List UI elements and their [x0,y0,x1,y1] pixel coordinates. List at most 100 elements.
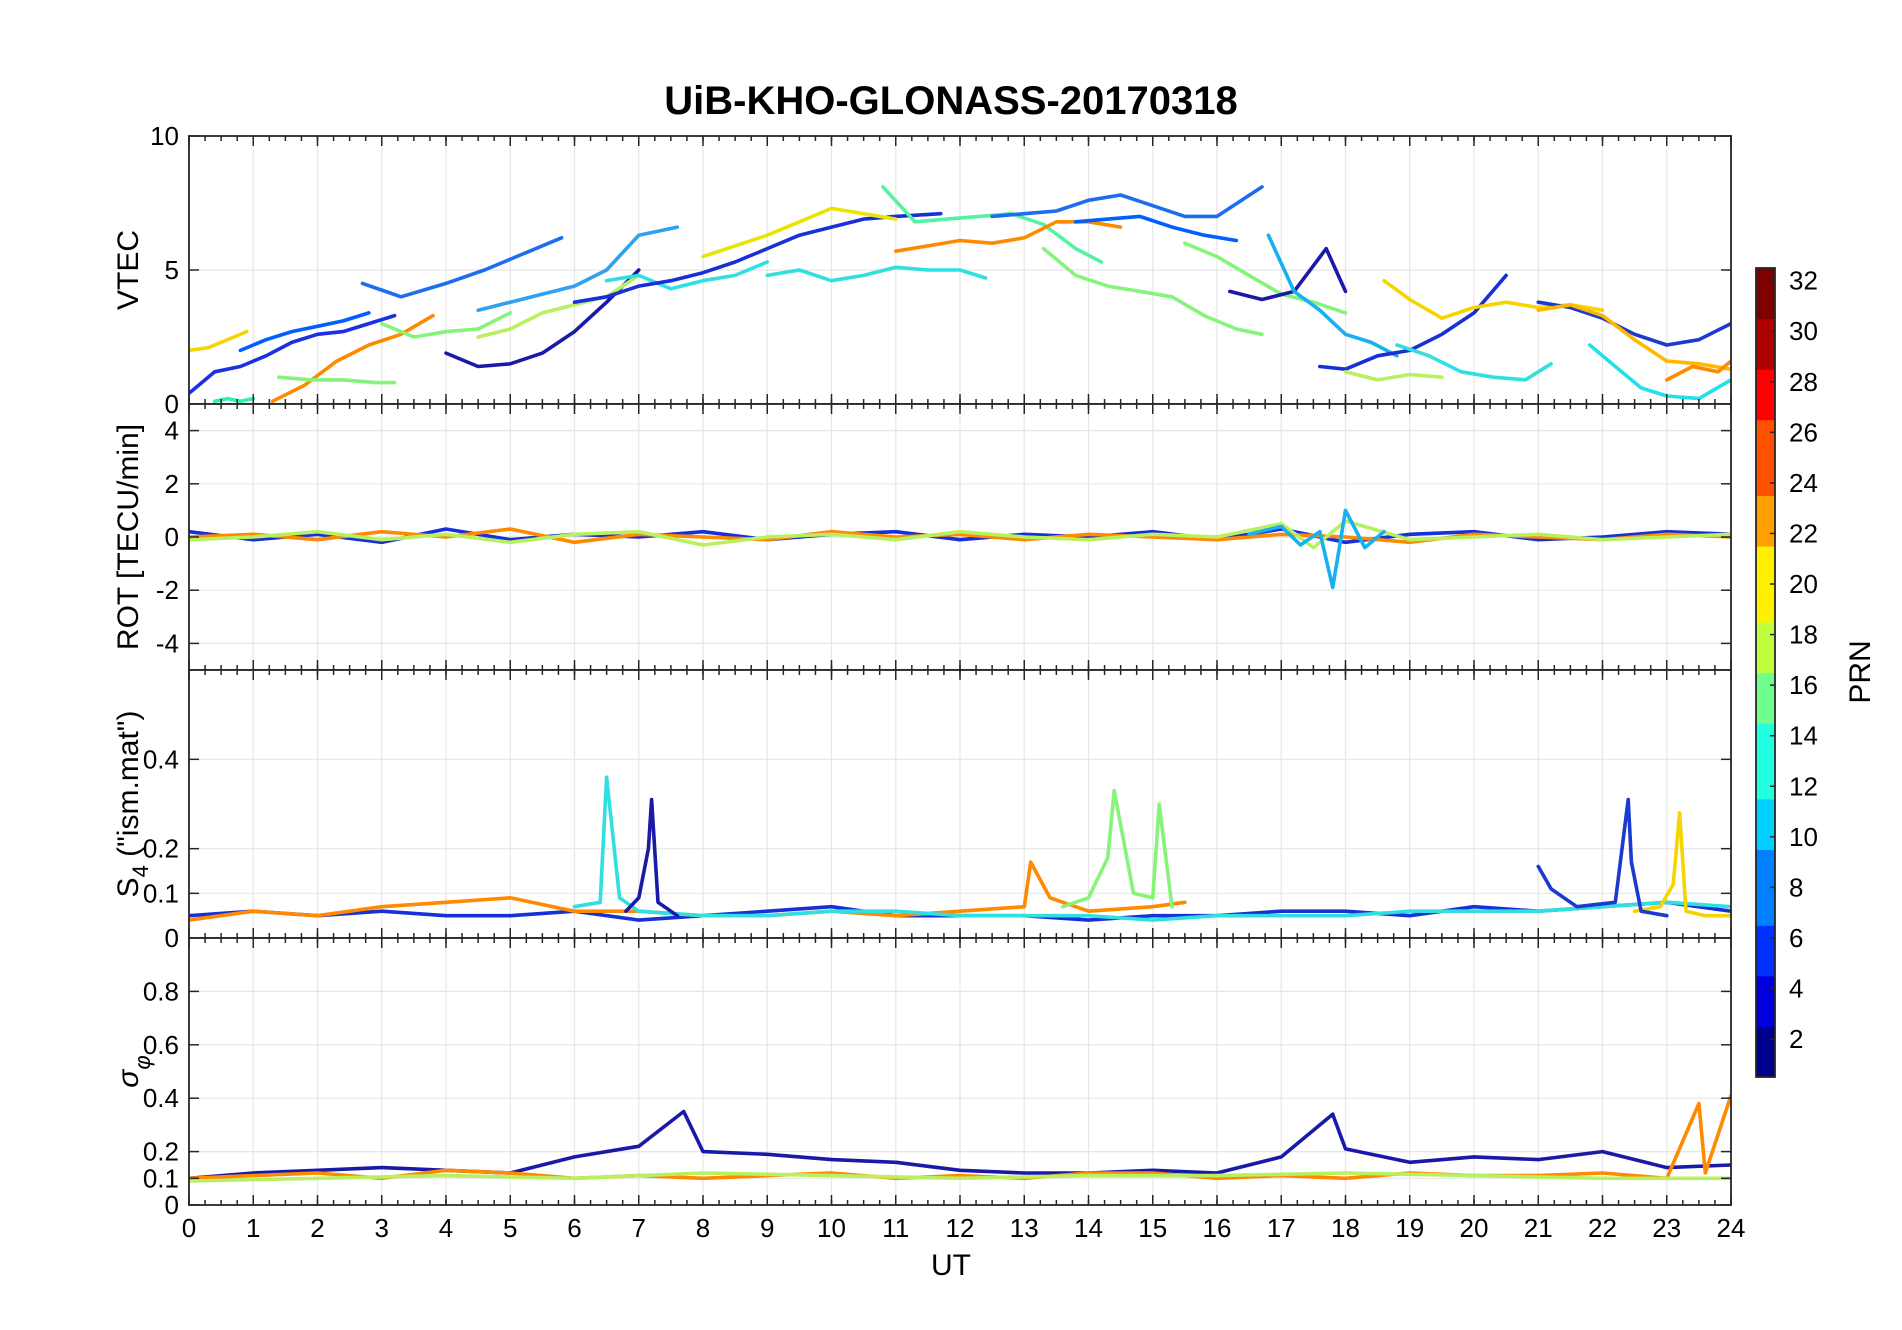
colorbar-segment [1756,647,1775,673]
x-axis-label: UT [931,1249,971,1282]
colorbar-segment [1756,1051,1775,1078]
colorbar-tick-label: 4 [1789,974,1803,1004]
y-tick-label: 2 [165,469,179,499]
y-axis-label-s4: S4 ("ism.mat") [112,711,153,898]
y-tick-label: 5 [165,255,179,285]
colorbar-segment [1756,596,1775,623]
series-line-prn-17 [189,1171,1731,1183]
x-tick-label: 14 [1074,1213,1103,1243]
series-line-prn-17 [1061,788,1174,909]
colorbar-segment [1756,343,1775,370]
panel-s4: 0 0.1 0.2 0.4S4 ("ism.mat") [112,669,1732,953]
x-tick-label: 18 [1331,1213,1360,1243]
colorbar-segment [1756,925,1775,952]
colorbar-segment [1756,268,1775,294]
series-line-prn-3 [238,311,371,353]
colorbar-tick-label: 16 [1789,670,1818,700]
x-tick-label: 10 [817,1213,846,1243]
colorbar-tick-label: 24 [1789,468,1818,498]
colorbar-tick-label: 14 [1789,721,1818,751]
series-line-prn-23 [189,527,1731,545]
series-line-prn-2 [624,797,680,918]
y-tick-label: 4 [165,416,179,446]
series-line-prn-10 [1266,233,1399,358]
colorbar-tick-label: 20 [1789,569,1818,599]
panel-sigma_phi: 00.10.20.40.60.8σφ [112,937,1732,1220]
series-line-prn-16 [1041,246,1264,337]
y-tick-label: 0.1 [143,878,179,908]
colorbar-segment [1756,950,1775,977]
x-tick-label: 15 [1138,1213,1167,1243]
colorbar-tick-label: 28 [1789,367,1818,397]
panel-rot: -4 -2 0 2 4 ROT [TECU/min] [112,403,1732,671]
colorbar-tick-label: 30 [1789,316,1818,346]
x-tick-label: 4 [439,1213,453,1243]
colorbar-segment [1756,798,1775,825]
y-tick-label: 0 [165,522,179,552]
colorbar-segment [1756,773,1775,800]
x-tick-label: 5 [503,1213,517,1243]
series-line-prn-21 [189,329,249,353]
y-tick-label: 0.2 [143,1137,179,1167]
colorbar-tick-label: 18 [1789,620,1818,650]
y-tick-label: -4 [156,628,179,658]
y-tick-label: 0.4 [143,744,179,774]
x-tick-label: 8 [696,1213,710,1243]
series-line-prn-10 [1247,508,1386,590]
x-tick-label: 7 [632,1213,646,1243]
y-tick-label: 0 [165,389,179,419]
x-tick-label: 3 [375,1213,389,1243]
colorbar-segment [1756,849,1775,876]
colorbar-tick-label: 10 [1789,822,1818,852]
series-line-prn-6 [1536,797,1669,918]
colorbar-segment [1756,874,1775,901]
series-group [189,508,1731,590]
colorbar-tick-label: 2 [1789,1024,1803,1054]
colorbar-tick-label: 32 [1789,266,1818,296]
grid [188,404,1732,670]
series-line-prn-6 [1536,300,1731,347]
series-line-prn-3 [1073,214,1239,243]
series-line-prn-8 [990,185,1264,219]
colorbar-segment [1756,723,1775,749]
x-tick-label: 1 [246,1213,260,1243]
x-tick-label: 23 [1652,1213,1681,1243]
series-group [189,1093,1731,1183]
colorbar-segment [1756,369,1775,395]
y-tick-label: -2 [156,575,179,605]
colorbar-segment [1756,470,1775,497]
ticks [188,938,1732,1206]
colorbar-tick-label: 12 [1789,771,1818,801]
series-line-prn-17 [189,519,1731,550]
y-tick-label: 0.2 [143,834,179,864]
y-axis-label-rot: ROT [TECU/min] [112,424,145,650]
y-tick-label: 0.6 [143,1030,179,1060]
series-line-prn-2 [444,268,641,369]
series-line-prn-1 [189,313,397,396]
colorbar-segment [1756,318,1775,345]
colorbar-segment [1756,1026,1775,1053]
y-tick-label: 0.4 [143,1083,179,1113]
panel-vtec: 0 5 10 VTEC [112,121,1732,419]
x-tick-label: 16 [1203,1213,1232,1243]
series-line-prn-13 [572,775,1731,922]
colorbar-segment [1756,824,1775,850]
y-tick-label: 10 [150,121,179,151]
x-tick-label: 6 [567,1213,581,1243]
series-line-prn-20 [701,206,898,259]
series-group [189,185,1731,404]
x-tick-label: 12 [946,1213,975,1243]
colorbar-segment [1756,495,1775,522]
x-tick-label: 20 [1460,1213,1489,1243]
series-line-prn-5 [572,211,943,304]
series-line-prn-18 [1183,241,1348,315]
colorbar-tick-label: 22 [1789,518,1818,548]
x-tick-label: 24 [1717,1213,1746,1243]
y-tick-label: 0 [165,1190,179,1220]
series-line-prn-22 [1536,303,1731,371]
series-line-prn-16 [380,311,513,339]
series-line-prn-17 [1343,370,1444,382]
